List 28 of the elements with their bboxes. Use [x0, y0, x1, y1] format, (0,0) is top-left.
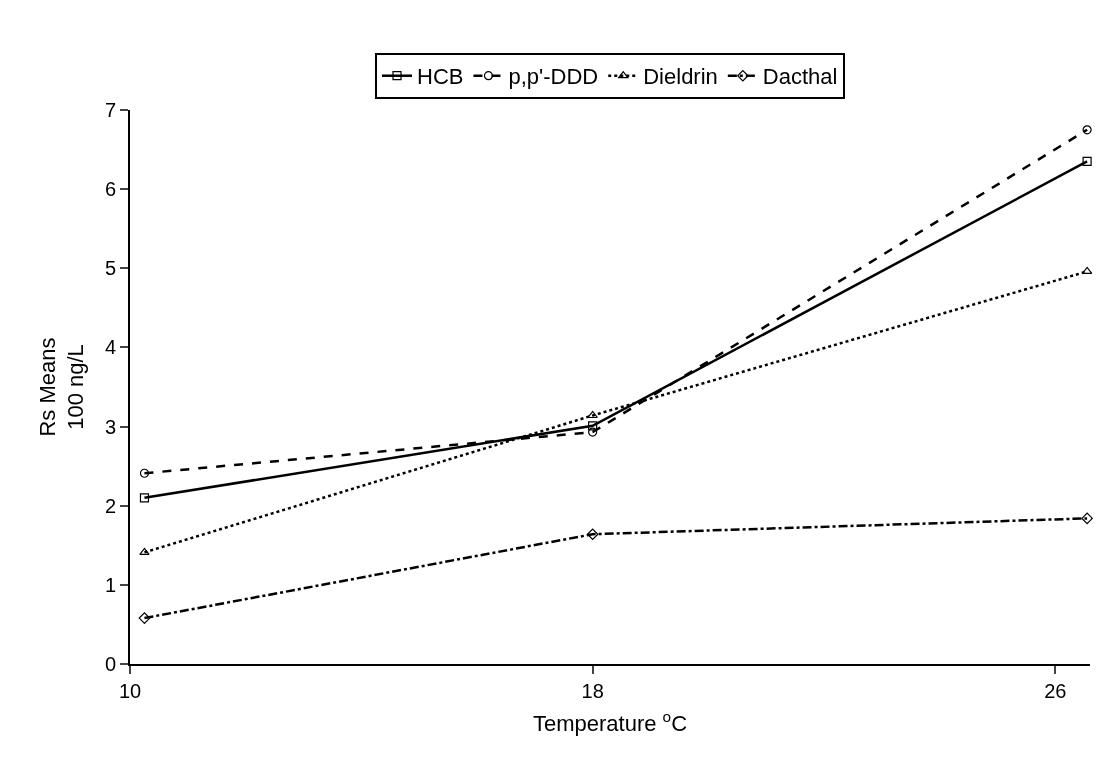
y-tick-label: 6: [104, 178, 116, 201]
point: [587, 410, 598, 419]
y-tick-label: 7: [104, 99, 116, 121]
y-tick-label: 3: [104, 415, 116, 438]
point: [138, 612, 151, 624]
point: [1081, 512, 1093, 525]
point: [586, 528, 599, 541]
y-tick-label: 5: [104, 257, 116, 280]
legend-label: HCB: [417, 64, 464, 90]
x-axis-title: Temperature $^{o}$C: [532, 708, 688, 737]
point: [139, 547, 150, 556]
legend-label: Dieldrin: [643, 64, 718, 90]
x-tick-label: 10: [118, 680, 142, 702]
x-tick-label: 26: [1044, 680, 1067, 702]
y-tick-label: 4: [104, 336, 116, 359]
point: [588, 427, 598, 437]
point: [1082, 125, 1092, 135]
x-tick-label: 18: [581, 680, 604, 702]
y-tick-label: 1: [104, 573, 116, 596]
y-axis-title: Rs Means 100 ng/L: [34, 337, 89, 437]
y-tick-label: 2: [104, 494, 116, 517]
point: [139, 493, 150, 503]
legend-label: p,p'-DDD: [508, 64, 599, 90]
point: [588, 421, 598, 431]
y-tick-label: 0: [104, 653, 116, 675]
legend-label: Dacthal: [762, 64, 838, 90]
point: [139, 468, 150, 478]
point: [1082, 156, 1092, 167]
